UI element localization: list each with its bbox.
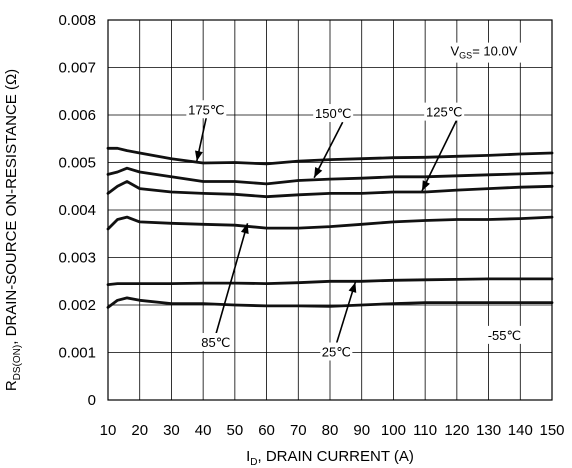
series-line — [106, 277, 554, 286]
y-tick-label: 0.008 — [58, 12, 96, 29]
annotation-arrowhead — [240, 223, 249, 235]
x-tick-label: 30 — [163, 422, 180, 439]
y-tick-label: 0 — [88, 392, 96, 409]
x-tick-label: 100 — [381, 422, 406, 439]
annotation-arrowhead — [195, 150, 203, 162]
annotation-label: 85℃ — [201, 335, 230, 350]
y-tick-label: 0.005 — [58, 155, 96, 172]
annotation-label: 150℃ — [315, 106, 351, 121]
series-line — [106, 296, 554, 309]
series-line — [106, 215, 554, 231]
x-tick-label: 90 — [353, 422, 370, 439]
x-tick-label: 70 — [290, 422, 307, 439]
x-tick-label: 60 — [258, 422, 275, 439]
annotation-arrowhead — [421, 180, 430, 191]
annotations: 175℃ 150℃ 125℃ 85℃ 25℃ -55℃ — [186, 100, 525, 361]
series-line — [106, 146, 554, 166]
annotation-label: 125℃ — [426, 105, 462, 120]
annotation-label-bg — [484, 325, 525, 344]
annotation-arrow — [313, 121, 344, 179]
y-tick-label: 0.007 — [58, 60, 96, 77]
annotation-label-bg — [199, 333, 232, 351]
plot-frame — [107, 19, 553, 401]
x-tick-labels: 10 20 30 40 50 60 70 80 90 100 110 120 130 140 150 — [100, 422, 565, 439]
annotation-label-bg — [186, 100, 227, 119]
y-tick-labels: 0 0.001 0.002 0.003 0.004 0.005 0.006 0.007 0.00… — [58, 12, 96, 409]
x-tick-label: 10 — [100, 422, 117, 439]
series-line — [106, 166, 554, 186]
x-tick-label: 140 — [508, 422, 533, 439]
y-tick-label: 0.002 — [58, 297, 96, 314]
y-axis-label: RDS(ON), DRAIN-SOURCE ON-RESISTANCE (Ω) — [3, 69, 23, 391]
x-tick-label: 130 — [476, 422, 501, 439]
x-tick-label: 80 — [322, 422, 339, 439]
series-layer — [106, 146, 554, 309]
y-tick-label: 0.001 — [58, 345, 96, 362]
annotation-label-bg — [424, 102, 465, 121]
annotation-label: 25℃ — [322, 345, 351, 360]
annotation-arrowhead — [314, 166, 323, 178]
x-tick-label: 40 — [195, 422, 212, 439]
annotation-label: -55℃ — [488, 328, 521, 343]
x-tick-label: 20 — [131, 422, 148, 439]
x-tick-label: 110 — [413, 422, 437, 439]
y-tick-label: 0.006 — [58, 107, 96, 124]
annotation-arrow — [421, 119, 458, 192]
annotation-label-bg — [313, 104, 354, 123]
annotation-arrowhead — [348, 282, 357, 293]
x-tick-label: 50 — [227, 422, 244, 439]
y-tick-label: 0.003 — [58, 250, 96, 267]
x-axis-label: ID, DRAIN CURRENT (A) — [246, 448, 414, 468]
x-tick-label: 120 — [444, 422, 469, 439]
annotation-arrow — [215, 223, 249, 335]
series-line — [106, 180, 554, 199]
annotation-label: 175℃ — [188, 102, 224, 117]
y-tick-label: 0.004 — [58, 202, 96, 219]
condition-label-bg — [446, 42, 543, 63]
x-tick-label: 150 — [539, 422, 564, 439]
annotation-label-bg — [320, 342, 353, 361]
annotation-arrow — [335, 281, 357, 345]
condition-label: VGS= 10.0V — [451, 44, 518, 61]
